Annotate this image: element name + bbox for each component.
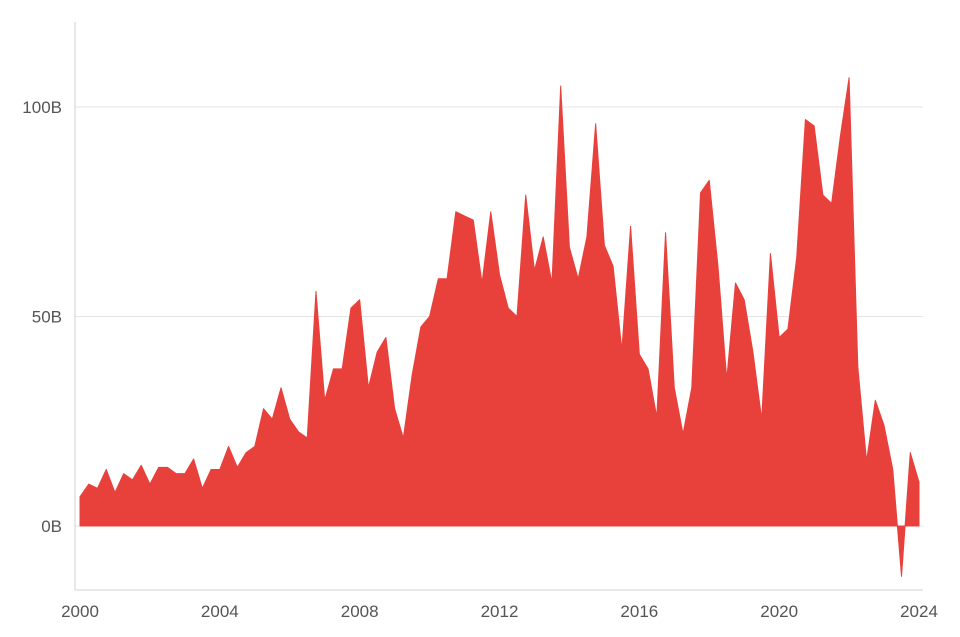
x-tick-label: 2020 bbox=[760, 602, 798, 621]
axes bbox=[74, 22, 923, 591]
x-tick-label: 2016 bbox=[620, 602, 658, 621]
x-tick-label: 2012 bbox=[481, 602, 519, 621]
y-tick-labels: 0B 50B 100B bbox=[22, 98, 62, 536]
x-tick-label: 2004 bbox=[201, 602, 239, 621]
y-tick-label: 100B bbox=[22, 98, 62, 117]
y-tick-label: 0B bbox=[41, 517, 62, 536]
x-tick-label: 2024 bbox=[900, 602, 938, 621]
area-series-0 bbox=[79, 77, 920, 577]
area-series bbox=[79, 77, 920, 577]
x-tick-labels: 2000 2004 2008 2012 2016 2020 2024 bbox=[61, 602, 938, 621]
x-tick-label: 2008 bbox=[341, 602, 379, 621]
y-tick-label: 50B bbox=[32, 308, 62, 327]
x-tick-label: 2000 bbox=[61, 602, 99, 621]
